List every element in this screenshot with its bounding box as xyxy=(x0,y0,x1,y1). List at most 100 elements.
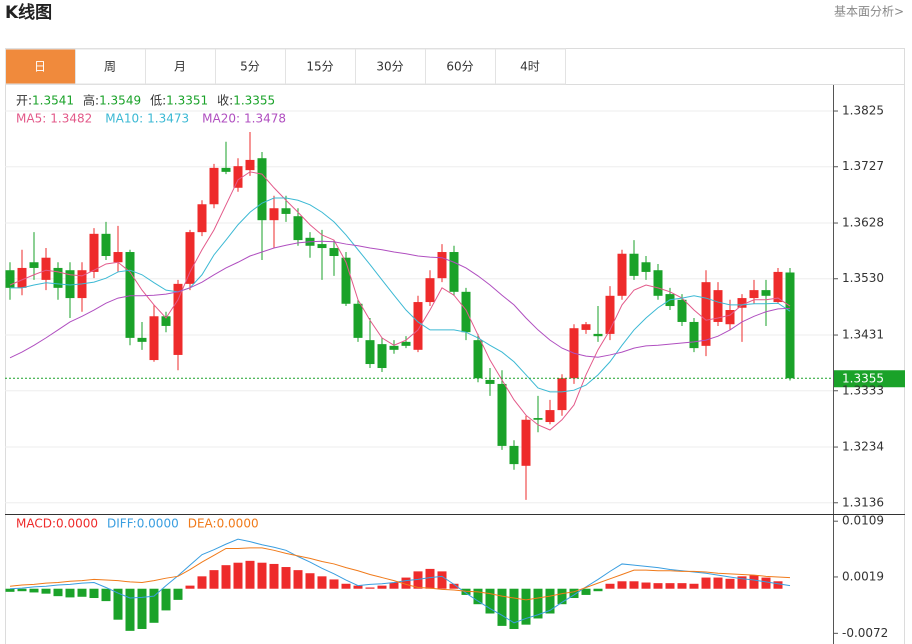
tab-label[interactable]: 30分 xyxy=(376,60,403,74)
macd-bar xyxy=(545,588,555,614)
macd-bar xyxy=(533,588,543,619)
macd-bar xyxy=(665,583,675,589)
candle-body xyxy=(329,248,339,257)
ohlc-value: 1.3541 xyxy=(32,94,74,108)
tab-label[interactable]: 60分 xyxy=(446,60,473,74)
macd-bar xyxy=(65,588,75,598)
candle-body xyxy=(245,159,255,171)
macd-bar xyxy=(293,570,303,589)
legend-value: 1.3482 xyxy=(50,112,92,126)
macd-bar xyxy=(641,582,651,589)
macd-bar xyxy=(713,577,723,589)
candle-body xyxy=(725,310,735,325)
candle-body xyxy=(713,290,723,322)
tab[interactable] xyxy=(5,48,76,85)
candle-body xyxy=(413,302,423,350)
ohlc-value: 1.3549 xyxy=(99,94,141,108)
candle-body xyxy=(353,303,363,338)
macd-bar xyxy=(269,563,279,589)
macd-bar xyxy=(209,570,219,589)
marks xyxy=(5,132,905,631)
ohlc-value: 1.3351 xyxy=(166,94,208,108)
tab-label[interactable]: 周 xyxy=(104,60,116,74)
candle-body xyxy=(761,290,771,296)
macd-bar xyxy=(89,588,99,599)
analysis-link[interactable]: 基本面分析> xyxy=(834,5,904,19)
candle-body xyxy=(341,257,351,304)
candle-body xyxy=(221,167,231,172)
macd-bar xyxy=(233,562,243,589)
tab-label[interactable]: 月 xyxy=(174,60,186,74)
candle-body xyxy=(233,166,243,188)
candle-body xyxy=(617,253,627,296)
candle-body xyxy=(401,341,411,346)
candle-body xyxy=(89,233,99,272)
tab[interactable] xyxy=(215,48,286,85)
macd-bar xyxy=(161,588,171,611)
macd-bar xyxy=(389,582,399,589)
tab[interactable] xyxy=(145,48,216,85)
candle-body xyxy=(425,278,435,303)
tab-label[interactable]: 5分 xyxy=(240,60,260,74)
macd-bar xyxy=(221,565,231,589)
candle-body xyxy=(377,344,387,369)
macd-bar xyxy=(257,562,267,589)
tab[interactable] xyxy=(75,48,146,85)
y-tick-label: 1.3234 xyxy=(842,440,884,454)
candle-body xyxy=(197,204,207,233)
candle-body xyxy=(101,233,111,257)
labels: 1.3825 1.3727 1.3628 1.3530 1.3431 1.3333 1.32… xyxy=(16,93,888,640)
tab-label[interactable]: 4时 xyxy=(520,60,540,74)
macd-bar xyxy=(353,585,363,589)
macd-bar xyxy=(461,588,471,595)
candle-body xyxy=(689,321,699,349)
legend-value: 1.3473 xyxy=(147,112,189,126)
tab[interactable] xyxy=(285,48,356,85)
tab-label[interactable]: 15分 xyxy=(306,60,333,74)
tab-bar: 日 周 月 5分 15分 30分 60分 4时 xyxy=(5,48,566,85)
y-tick-label: 1.3530 xyxy=(842,271,884,285)
ohlc-label: 低: xyxy=(150,94,166,108)
candle-body xyxy=(485,379,495,384)
macd-bar xyxy=(281,567,291,589)
candle-body xyxy=(65,270,75,299)
readout-name: MACD: xyxy=(16,517,56,531)
candle-body xyxy=(269,208,279,221)
page-title: K线图 xyxy=(5,2,52,23)
y-tick-label: 1.3136 xyxy=(842,495,884,509)
ohlc-label: 高: xyxy=(83,93,99,108)
y-tick-label: 1.3825 xyxy=(842,104,884,118)
candle-body xyxy=(5,270,15,288)
macd-bar xyxy=(329,579,339,589)
macd-bar xyxy=(101,588,111,602)
last-price-tag xyxy=(834,370,905,388)
candle-body xyxy=(545,410,555,423)
macd-bar xyxy=(77,588,87,597)
macd-bar xyxy=(197,576,207,589)
tab-label[interactable]: 日 xyxy=(34,60,46,74)
y-tick-label: 1.3333 xyxy=(842,383,884,397)
macd-bar xyxy=(305,573,315,589)
ohlc-label: 收: xyxy=(217,94,233,108)
macd-bar xyxy=(761,577,771,589)
legend-name: MA10: xyxy=(105,112,143,126)
tab[interactable] xyxy=(495,48,566,85)
y-tick-label: 1.3628 xyxy=(842,216,884,230)
tab[interactable] xyxy=(355,48,426,85)
last-price-label: 1.3355 xyxy=(842,372,884,386)
macd-bar xyxy=(137,588,147,629)
macd-bar xyxy=(677,583,687,589)
macd-bar xyxy=(5,588,15,592)
macd-bar xyxy=(17,588,27,592)
macd-bar xyxy=(605,583,615,589)
candle-body xyxy=(533,418,543,420)
macd-bar xyxy=(245,560,255,589)
macd-line xyxy=(9,538,791,624)
macd-bar xyxy=(773,581,783,589)
macd-bar xyxy=(41,588,51,594)
candle-body xyxy=(509,445,519,465)
macd-bar xyxy=(593,588,603,592)
candle-body xyxy=(137,337,147,342)
candle-body xyxy=(749,290,759,299)
